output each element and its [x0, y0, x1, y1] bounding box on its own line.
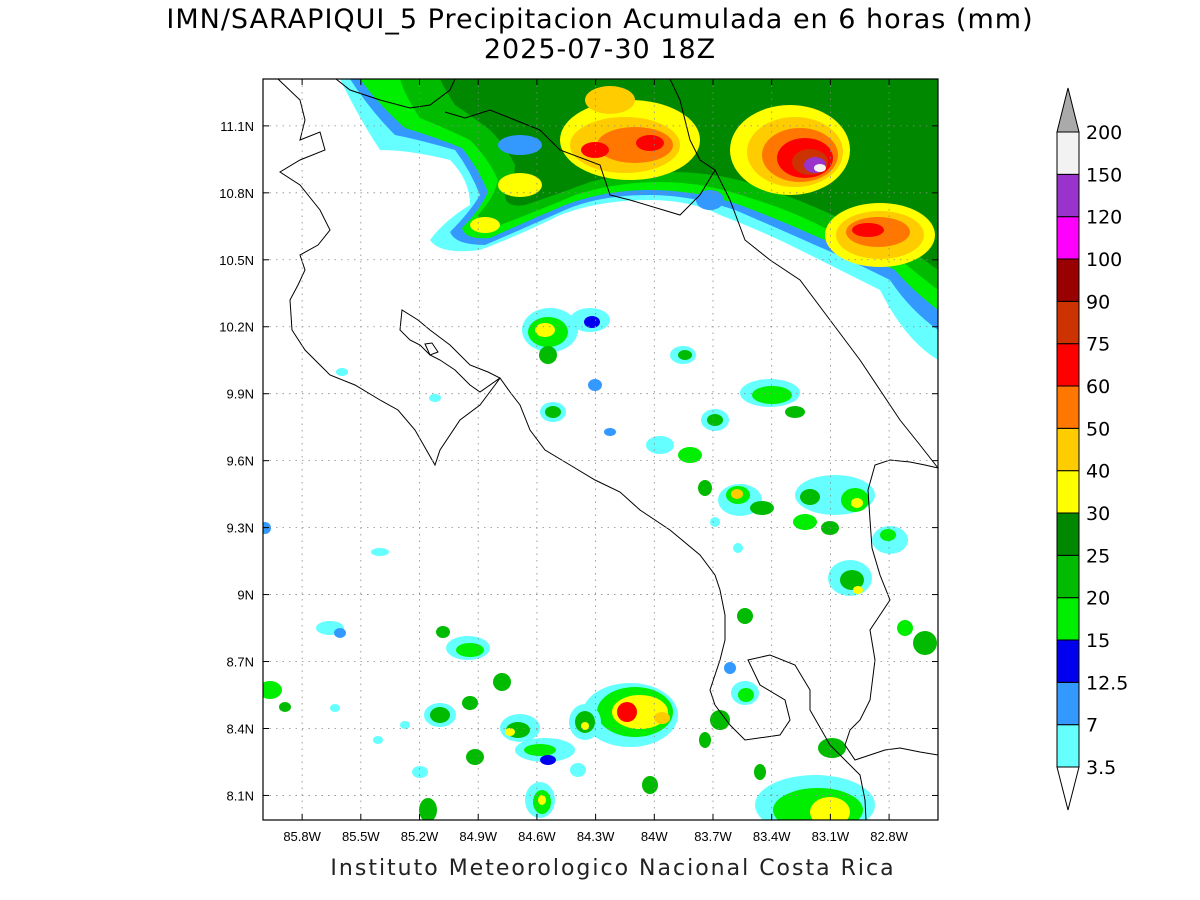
y-tick-label: 9.9N — [227, 387, 254, 402]
colorbar-swatch — [1056, 131, 1080, 175]
colorbar-swatch — [1056, 597, 1080, 641]
colorbar-swatch — [1056, 343, 1080, 387]
colorbar-label: 3.5 — [1086, 757, 1116, 779]
colorbar-swatch — [1056, 470, 1080, 514]
colorbar: 3.5 7 12.5 15 20 25 30 40 50 60 75 90 100 120 150 200 — [1056, 87, 1128, 811]
x-tick-label: 85.5W — [342, 829, 380, 844]
x-tick-label: 84.9W — [459, 829, 497, 844]
colorbar-swatch — [1056, 681, 1080, 726]
colorbar-label: 30 — [1086, 503, 1110, 525]
x-tick-label: 85.2W — [401, 829, 439, 844]
x-tick-label: 83.1W — [812, 829, 850, 844]
colorbar-swatch — [1056, 173, 1080, 218]
credit-text: Instituto Meteorologico Nacional Costa R… — [330, 856, 896, 881]
colorbar-swatch — [1056, 385, 1080, 429]
colorbar-under-triangle — [1056, 766, 1080, 811]
colorbar-label: 100 — [1086, 249, 1122, 271]
y-tick-label: 10.5N — [219, 253, 254, 268]
colorbar-label: 40 — [1086, 461, 1110, 483]
colorbar-swatch — [1056, 724, 1080, 768]
y-axis-ticks: 11.1N 10.8N 10.5N 10.2N 9.9N 9.6N 9.3N 9N 8.7N 8.… — [219, 119, 938, 803]
x-tick-label: 83.4W — [753, 829, 791, 844]
colorbar-swatch — [1056, 512, 1080, 556]
colorbar-swatch — [1056, 258, 1080, 302]
colorbar-swatch — [1056, 554, 1080, 599]
colorbar-swatch — [1056, 300, 1080, 345]
colorbar-label: 15 — [1086, 630, 1110, 652]
y-tick-label: 11.1N — [220, 119, 254, 134]
colorbar-label: 50 — [1086, 418, 1110, 440]
colorbar-label: 120 — [1086, 207, 1122, 229]
y-tick-label: 10.8N — [219, 186, 254, 201]
colorbar-label: 90 — [1086, 291, 1110, 313]
y-tick-label: 9.6N — [227, 454, 254, 469]
x-tick-label: 85.8W — [283, 829, 321, 844]
x-tick-label: 84.6W — [518, 829, 556, 844]
x-tick-label: 83.7W — [694, 829, 732, 844]
colorbar-swatch — [1056, 427, 1080, 472]
colorbar-label: 20 — [1086, 588, 1110, 610]
y-tick-label: 8.1N — [227, 788, 254, 803]
x-axis-ticks: 85.8W 85.5W 85.2W 84.9W 84.6W 84.3W 84W 83.7W 83… — [283, 79, 909, 844]
colorbar-over-triangle — [1056, 87, 1080, 133]
map-title: IMN/SARAPIQUI_5 Precipitacion Acumulada … — [166, 4, 1034, 35]
coastline — [277, 79, 938, 820]
y-tick-label: 10.2N — [219, 320, 254, 335]
colorbar-label: 150 — [1086, 164, 1122, 186]
y-tick-label: 8.7N — [227, 655, 254, 670]
map-subtitle-time: 2025-07-30 18Z — [483, 34, 717, 65]
y-tick-label: 8.4N — [227, 721, 254, 736]
precipitation-field — [263, 79, 938, 820]
colorbar-label: 25 — [1086, 545, 1110, 567]
x-tick-label: 84.3W — [577, 829, 615, 844]
colorbar-swatch — [1056, 216, 1080, 260]
colorbar-swatch — [1056, 639, 1080, 683]
x-tick-label: 84W — [641, 829, 668, 844]
lat-lon-grid — [263, 79, 938, 820]
colorbar-label: 7 — [1086, 715, 1098, 737]
map-frame — [262, 78, 939, 821]
y-tick-label: 9.3N — [227, 521, 254, 536]
y-tick-label: 9N — [237, 588, 254, 603]
colorbar-label: 200 — [1086, 122, 1122, 144]
colorbar-label: 60 — [1086, 376, 1110, 398]
colorbar-label: 12.5 — [1086, 672, 1128, 694]
x-tick-label: 82.8W — [870, 829, 908, 844]
colorbar-label: 75 — [1086, 334, 1110, 356]
